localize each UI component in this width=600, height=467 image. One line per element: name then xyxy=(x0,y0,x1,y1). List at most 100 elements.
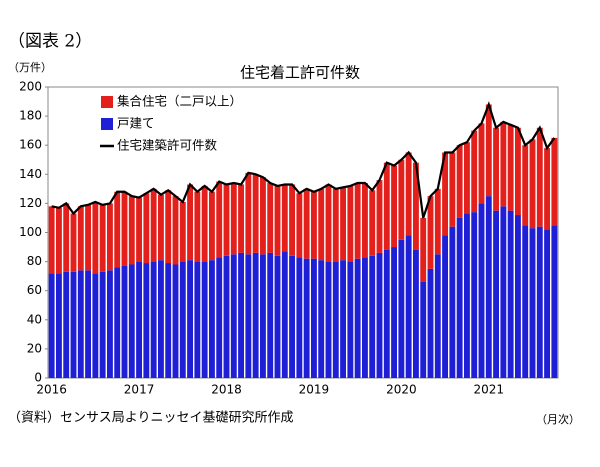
bar-segment xyxy=(420,217,427,282)
legend-swatch xyxy=(101,96,113,108)
bar-segment xyxy=(289,255,296,378)
bar-segment xyxy=(434,188,441,255)
bar-segment xyxy=(471,212,478,378)
bar-segment xyxy=(296,257,303,378)
bar-segment xyxy=(150,188,157,262)
bar-segment xyxy=(412,162,419,250)
legend-label: 戸建て xyxy=(117,116,155,131)
bar-segment xyxy=(463,213,470,378)
bar-segment xyxy=(493,210,500,378)
bar-segment xyxy=(427,196,434,269)
bar-segment xyxy=(442,152,449,236)
bar-segment xyxy=(449,226,456,378)
bar-segment xyxy=(230,183,237,255)
bar-segment xyxy=(493,127,500,211)
bar-segment xyxy=(369,190,376,256)
bar-segment xyxy=(92,201,99,274)
y-tick-label: 140 xyxy=(19,167,42,181)
bar-segment xyxy=(63,203,70,272)
bar-segment xyxy=(230,254,237,378)
bar-segment xyxy=(194,191,201,262)
x-tick-label: 2021 xyxy=(474,383,505,397)
bar-segment xyxy=(274,255,281,378)
bar-segment xyxy=(398,239,405,378)
bar-segment xyxy=(310,258,317,378)
bar-segment xyxy=(551,137,558,226)
bar-segment xyxy=(208,191,215,261)
bar-segment xyxy=(172,196,179,265)
y-tick-label: 80 xyxy=(27,254,42,268)
bar-segment xyxy=(405,235,412,378)
bar-segment xyxy=(281,184,288,252)
bar-segment xyxy=(354,183,361,259)
y-tick-label: 160 xyxy=(19,138,42,152)
bar-segment xyxy=(55,207,62,274)
bar-segment xyxy=(70,271,77,378)
chart-title: 住宅着工許可件数 xyxy=(240,64,360,82)
bar-segment xyxy=(420,281,427,378)
bar-segment xyxy=(259,177,266,255)
bar-segment xyxy=(238,184,245,253)
bar-segment xyxy=(238,252,245,378)
bar-segment xyxy=(318,260,325,378)
bar-segment xyxy=(259,254,266,378)
bar-segment xyxy=(434,254,441,378)
bar-segment xyxy=(179,261,186,378)
bar-segment xyxy=(361,183,368,258)
x-tick-label: 2016 xyxy=(36,383,67,397)
bar-segment xyxy=(391,247,398,378)
y-tick-label: 60 xyxy=(27,283,42,297)
bar-segment xyxy=(274,185,281,256)
bar-segment xyxy=(92,273,99,378)
bar-segment xyxy=(340,187,347,261)
bar-segment xyxy=(456,145,463,218)
bar-segment xyxy=(347,261,354,378)
bar-segment xyxy=(310,191,317,259)
bar-segment xyxy=(536,127,543,227)
bar-segment xyxy=(150,261,157,378)
bar-segment xyxy=(252,252,259,378)
bar-segment xyxy=(143,263,150,378)
x-tick-label: 2020 xyxy=(386,383,417,397)
x-axis-note: （月次） xyxy=(536,412,580,426)
bar-segment xyxy=(289,184,296,256)
bar-segment xyxy=(318,188,325,261)
y-axis-label: （万件） xyxy=(8,61,52,74)
bar-segment xyxy=(325,261,332,378)
bar-segment xyxy=(391,165,398,248)
bar-segment xyxy=(77,270,84,378)
total-line xyxy=(51,101,556,219)
y-tick-label: 180 xyxy=(19,109,42,123)
bar-segment xyxy=(63,271,70,378)
bar-segment xyxy=(551,225,558,378)
bar-segment xyxy=(478,123,485,204)
bar-segment xyxy=(208,260,215,378)
bar-segment xyxy=(201,185,208,262)
bar-segment xyxy=(128,264,135,378)
bar-segment xyxy=(187,260,194,378)
bar-segment xyxy=(354,258,361,378)
legend-box xyxy=(98,92,248,158)
bar-segment xyxy=(485,196,492,378)
bar-segment xyxy=(369,255,376,378)
bar-segment xyxy=(485,104,492,197)
bar-segment xyxy=(500,206,507,378)
bar-segment xyxy=(136,197,143,262)
bar-segment xyxy=(500,121,507,207)
bar-segment xyxy=(478,203,485,378)
bar-segment xyxy=(48,273,55,378)
bar-segment xyxy=(376,252,383,378)
bar-segment xyxy=(398,159,405,240)
bar-segment xyxy=(99,204,106,272)
bar-segment xyxy=(514,215,521,378)
bar-segment xyxy=(544,229,551,378)
source-note: （資料）センサス局よりニッセイ基礎研究所作成 xyxy=(8,411,293,426)
y-tick-label: 40 xyxy=(27,312,42,326)
bar-segment xyxy=(106,203,113,271)
bar-segment xyxy=(165,190,172,264)
bar-segment xyxy=(194,261,201,378)
bar-segment xyxy=(514,127,521,216)
bar-segment xyxy=(106,270,113,378)
bar-segment xyxy=(471,130,478,213)
